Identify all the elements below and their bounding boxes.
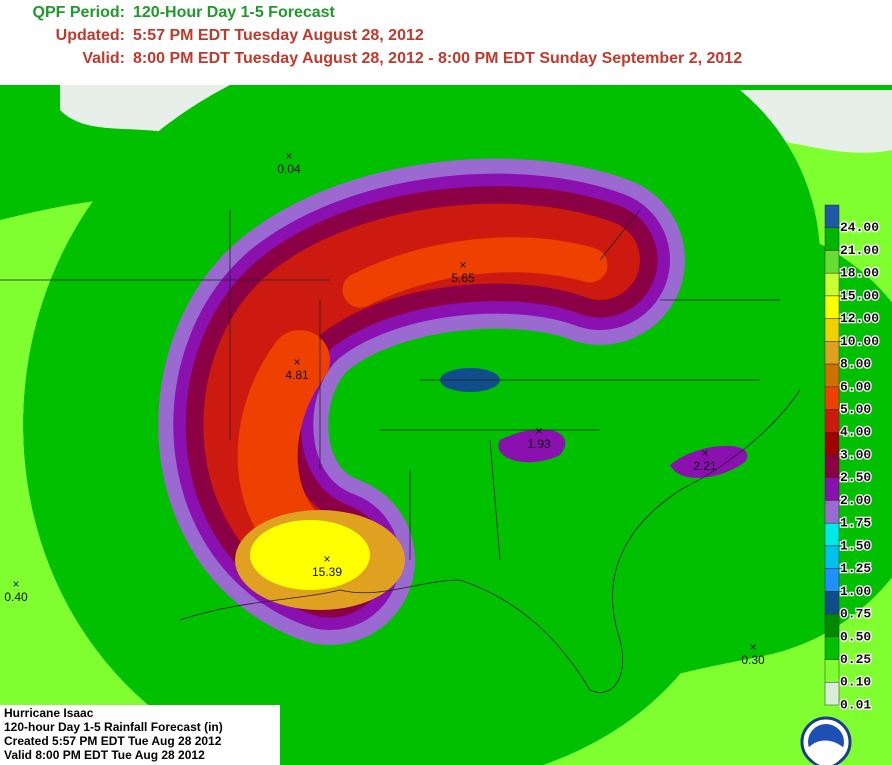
point-marker: × — [459, 258, 466, 272]
legend-label: 0.75 — [840, 607, 871, 622]
legend-label: 5.00 — [840, 402, 871, 417]
caption-line: 120-hour Day 1-5 Rainfall Forecast (in) — [4, 720, 223, 734]
point-marker: × — [701, 446, 708, 460]
point-label: 0.40 — [4, 590, 28, 604]
point-label: 2.21 — [693, 459, 717, 473]
point-marker: × — [12, 577, 19, 591]
legend-label: 1.00 — [840, 584, 871, 599]
legend-swatch — [824, 250, 840, 274]
legend-swatch — [824, 409, 840, 433]
header-value: 8:00 PM EDT Tuesday August 28, 2012 - 8:… — [133, 50, 742, 67]
point-marker: × — [293, 355, 300, 369]
legend-label: 2.50 — [840, 470, 871, 485]
map — [0, 85, 892, 765]
legend-swatch — [824, 295, 840, 319]
header: QPF Period: 120-Hour Day 1-5 Forecast Upda… — [33, 4, 743, 67]
legend-swatch — [824, 227, 840, 251]
legend-label: 1.25 — [840, 561, 871, 576]
point-label: 5.65 — [451, 271, 475, 285]
legend-label: 2.00 — [840, 493, 871, 508]
legend-swatch — [824, 591, 840, 615]
legend-swatch — [824, 477, 840, 501]
legend-label: 24.00 — [840, 220, 879, 235]
legend-label: 4.00 — [840, 425, 871, 440]
header-label: Updated: — [56, 27, 125, 44]
point-label: 0.04 — [277, 162, 301, 176]
legend-label: 3.00 — [840, 447, 871, 462]
legend-label: 1.75 — [840, 516, 871, 531]
point-label: 15.39 — [312, 565, 342, 579]
header-value: 5:57 PM EDT Tuesday August 28, 2012 — [133, 27, 424, 44]
point-label: 1.93 — [527, 437, 551, 451]
caption-line: Valid 8:00 PM EDT Tue Aug 28 2012 — [4, 748, 205, 762]
legend-label: 18.00 — [840, 266, 879, 281]
legend-label: 12.00 — [840, 311, 879, 326]
point-marker: × — [323, 552, 330, 566]
legend-swatch — [824, 432, 840, 456]
legend-label: 0.01 — [840, 697, 871, 712]
point-marker: × — [749, 640, 756, 654]
legend-label: 1.50 — [840, 538, 871, 553]
legend-swatch — [824, 682, 840, 706]
legend-label: 10.00 — [840, 334, 879, 349]
legend-swatch — [824, 545, 840, 569]
point-marker: × — [285, 149, 292, 163]
legend-swatch — [824, 659, 840, 683]
legend-swatch — [824, 363, 840, 388]
legend-swatch — [824, 204, 840, 228]
legend: 24.00 21.00 18.00 15.00 12.00 10.00 8.00 6.00 5.… — [824, 204, 880, 714]
point-label: 4.81 — [285, 368, 309, 382]
legend-swatch — [824, 454, 840, 478]
legend-swatch — [824, 568, 840, 592]
legend-swatch — [824, 522, 840, 547]
forecast-points: ×0.04×5.65×4.81×1.93×2.21×15.39×0.40×0.3… — [4, 149, 765, 667]
caption-line: Created 5:57 PM EDT Tue Aug 28 2012 — [4, 734, 222, 748]
header-label: QPF Period: — [33, 4, 125, 21]
point-marker: × — [535, 424, 542, 438]
legend-swatch — [824, 613, 840, 638]
legend-label: 0.50 — [840, 629, 871, 644]
caption-box — [0, 705, 280, 765]
legend-swatch — [824, 272, 840, 297]
caption-line: Hurricane Isaac — [4, 706, 94, 720]
legend-label: 21.00 — [840, 243, 879, 258]
legend-label: 0.25 — [840, 652, 871, 667]
legend-swatch — [824, 341, 840, 365]
legend-label: 6.00 — [840, 379, 871, 394]
noaa-logo — [800, 716, 852, 765]
header-label: Valid: — [82, 50, 125, 67]
legend-label: 0.10 — [840, 675, 871, 690]
legend-label: 8.00 — [840, 357, 871, 372]
legend-swatch — [824, 318, 840, 342]
legend-swatch — [824, 636, 840, 660]
legend-label: 15.00 — [840, 288, 879, 303]
legend-swatch — [824, 386, 840, 410]
legend-swatch — [824, 500, 840, 524]
point-label: 0.30 — [741, 653, 765, 667]
header-value: 120-Hour Day 1-5 Forecast — [133, 4, 336, 21]
